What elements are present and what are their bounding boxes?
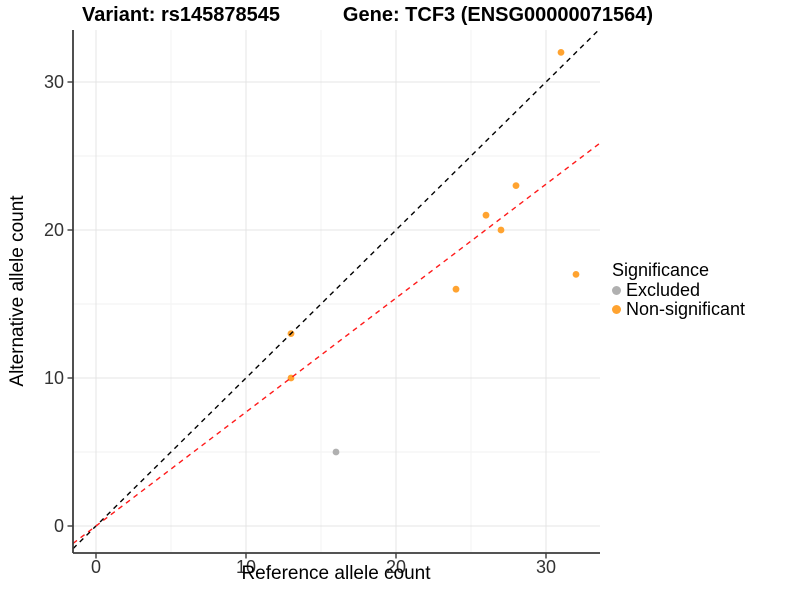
x-tick-label: 20 (386, 557, 406, 577)
legend-title: Significance (612, 260, 710, 280)
data-point-non-significant (452, 285, 460, 293)
data-point-non-significant (497, 226, 505, 234)
y-tick-label: 20 (44, 220, 64, 240)
data-point-non-significant (572, 271, 580, 278)
y-tick-label: 30 (44, 72, 64, 92)
data-point-excluded (332, 448, 340, 456)
data-point-non-significant (512, 182, 520, 190)
fitted-ratio-line (73, 142, 600, 545)
legend: Significance Excluded Non-significant (612, 261, 745, 319)
y-tick-label: 10 (44, 368, 64, 388)
legend-item-excluded: Excluded (612, 281, 745, 300)
legend-item-non-significant-label: Non-significant (626, 299, 746, 319)
y-axis-title: Alternative allele count (7, 195, 28, 387)
data-point-non-significant (557, 49, 565, 56)
non-significant-dot-icon (612, 305, 621, 314)
gene-title: Gene: TCF3 (ENSG00000071564) (342, 4, 654, 26)
identity-line (73, 30, 600, 550)
data-point-non-significant (482, 211, 490, 219)
x-tick-label: 10 (236, 557, 256, 577)
excluded-dot-icon (612, 286, 621, 295)
x-axis-title: Reference allele count (241, 563, 431, 584)
variant-title: Variant: rs145878545 (82, 4, 280, 26)
legend-item-excluded-label: Excluded (626, 280, 701, 300)
x-tick-label: 30 (536, 557, 556, 577)
y-tick-label: 0 (54, 516, 64, 536)
x-tick-label: 0 (91, 557, 101, 577)
legend-item-non-significant: Non-significant (612, 300, 745, 319)
